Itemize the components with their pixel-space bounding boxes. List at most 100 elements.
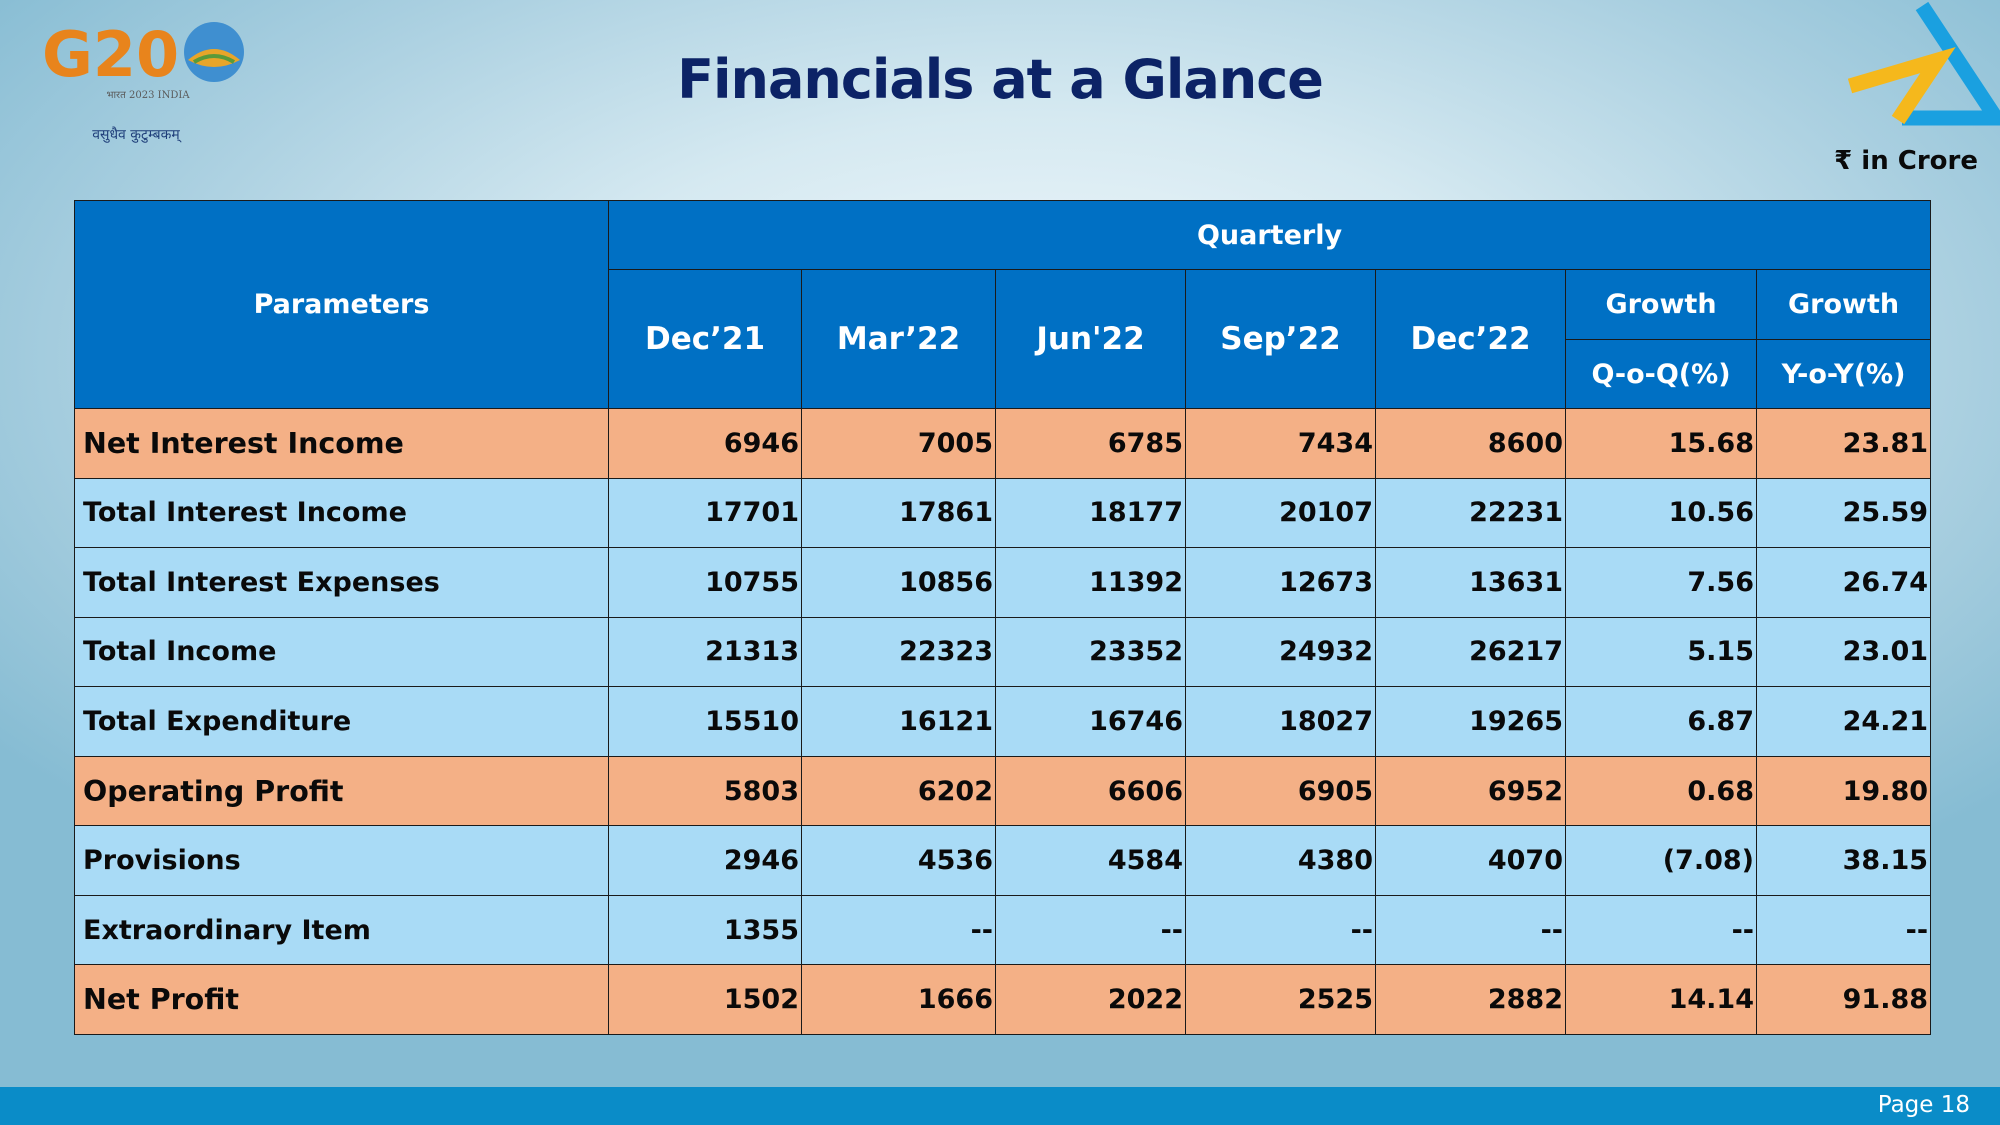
growth-yoy-header-top: Growth: [1755, 269, 1932, 340]
page-number: Page 18: [1877, 1092, 1970, 1118]
table-cell: 6202: [801, 755, 996, 827]
table-row: Operating Profit 5803 6202 6606 6905 6952 0.68…: [74, 755, 1932, 827]
table-cell: 6606: [995, 755, 1186, 827]
table-cell: 1666: [801, 964, 996, 1035]
row-label: Provisions: [74, 825, 609, 896]
period-header: Dec’22: [1375, 269, 1566, 409]
table-cell: 13631: [1375, 547, 1566, 618]
table-cell: 4380: [1185, 825, 1376, 896]
growth-qoq-header-top: Growth: [1565, 269, 1757, 340]
table-cell: 2525: [1185, 964, 1376, 1035]
table-cell: 1502: [608, 964, 802, 1035]
table-cell: 16121: [801, 686, 996, 757]
table-cell: 17701: [608, 477, 802, 549]
row-label: Total Expenditure: [74, 686, 609, 757]
quarterly-group-header: Quarterly: [607, 200, 1932, 270]
table-cell: 2882: [1375, 964, 1566, 1035]
table-cell: 8600: [1375, 408, 1566, 479]
table-cell: 7434: [1185, 408, 1376, 479]
row-label: Operating Profit: [74, 755, 609, 827]
bank-logo: [1810, 0, 2000, 145]
table-cell: 91.88: [1755, 964, 1932, 1035]
table-cell: 5803: [608, 755, 802, 827]
table-cell: 10755: [608, 547, 802, 618]
table-cell: 15510: [608, 686, 802, 757]
table-cell: 6946: [608, 408, 802, 479]
g20-motto-english: ONE EARTH • ONE FAMILY • ONE FUTURE: [56, 151, 228, 152]
table-cell: 12673: [1185, 547, 1376, 618]
g20-emblem-icon: G20 भारत 2023 INDIA वसुधैव कुटुम्बकम् ON…: [42, 18, 244, 152]
table-cell: 6905: [1185, 755, 1376, 827]
table-cell: 6952: [1375, 755, 1566, 827]
row-label: Total Interest Expenses: [74, 547, 609, 618]
table-cell: --: [1755, 894, 1932, 966]
table-cell: --: [801, 894, 996, 966]
table-row: Extraordinary Item 1355 -- -- -- -- -- --: [74, 894, 1932, 966]
footer-bar: Page 18: [0, 1087, 2000, 1125]
table-cell: 7005: [801, 408, 996, 479]
row-label: Total Interest Income: [74, 477, 609, 549]
table-cell: 10856: [801, 547, 996, 618]
table-cell: 2022: [995, 964, 1186, 1035]
table-cell: 5.15: [1565, 616, 1757, 688]
table-cell: 23.01: [1755, 616, 1932, 688]
table-cell: 14.14: [1565, 964, 1757, 1035]
table-cell: 16746: [995, 686, 1186, 757]
page-title: Financials at a Glance: [677, 48, 1324, 111]
table-row: Total Interest Income 17701 17861 18177 2010…: [74, 477, 1932, 549]
table-cell: 23352: [995, 616, 1186, 688]
table-cell: 1355: [608, 894, 802, 966]
table-cell: 25.59: [1755, 477, 1932, 549]
table-cell: --: [1185, 894, 1376, 966]
g20-wordmark-letter: G20: [42, 18, 179, 91]
table-cell: 23.81: [1755, 408, 1932, 479]
table-cell: 19.80: [1755, 755, 1932, 827]
table-cell: 11392: [995, 547, 1186, 618]
period-header: Mar’22: [801, 269, 996, 409]
table-cell: 24932: [1185, 616, 1376, 688]
table-row: Net Profit 1502 1666 2022 2525 2882 14.14 91.88: [74, 964, 1932, 1035]
table-cell: 2946: [608, 825, 802, 896]
bank-triangle-icon: [1847, 1, 2000, 126]
table-cell: --: [1375, 894, 1566, 966]
table-cell: 4070: [1375, 825, 1566, 896]
table-cell: 19265: [1375, 686, 1566, 757]
row-label: Net Profit: [74, 964, 609, 1035]
table-row: Net Interest Income 6946 7005 6785 7434 8600 1…: [74, 408, 1932, 479]
table-cell: --: [1565, 894, 1757, 966]
table-cell: 4536: [801, 825, 996, 896]
table-cell: 22231: [1375, 477, 1566, 549]
g20-motto-hindi: वसुधैव कुटुम्बकम्: [92, 126, 182, 143]
table-cell: 21313: [608, 616, 802, 688]
row-label: Extraordinary Item: [74, 894, 609, 966]
table-cell: 10.56: [1565, 477, 1757, 549]
growth-qoq-header-bottom: Q-o-Q(%): [1565, 339, 1757, 409]
period-header: Jun'22: [995, 269, 1186, 409]
table-cell: 26.74: [1755, 547, 1932, 618]
financials-table: Parameters Quarterly Dec’21 Mar’22 Jun'2…: [74, 200, 1932, 1035]
table-cell: 38.15: [1755, 825, 1932, 896]
table-cell: 15.68: [1565, 408, 1757, 479]
table-cell: 6785: [995, 408, 1186, 479]
unit-label: ₹ in Crore: [1834, 146, 1978, 176]
table-body: Net Interest Income 6946 7005 6785 7434 8600 1…: [74, 408, 1932, 1035]
period-header: Sep’22: [1185, 269, 1376, 409]
growth-yoy-header-bottom: Y-o-Y(%): [1755, 339, 1932, 409]
table-cell: 22323: [801, 616, 996, 688]
table-row: Provisions 2946 4536 4584 4380 4070 (7.08) 38.1…: [74, 825, 1932, 896]
table-cell: 24.21: [1755, 686, 1932, 757]
parameters-header: Parameters: [74, 200, 609, 409]
g20-sub-text: भारत 2023 INDIA: [106, 90, 190, 101]
table-cell: 26217: [1375, 616, 1566, 688]
table-cell: --: [995, 894, 1186, 966]
table-cell: 20107: [1185, 477, 1376, 549]
g20-logo: G20 भारत 2023 INDIA वसुधैव कुटुम्बकम् ON…: [18, 12, 278, 152]
table-cell: (7.08): [1565, 825, 1757, 896]
table-cell: 18177: [995, 477, 1186, 549]
table-cell: 6.87: [1565, 686, 1757, 757]
table-cell: 0.68: [1565, 755, 1757, 827]
table-row: Total Expenditure 15510 16121 16746 18027 192…: [74, 686, 1932, 757]
table-cell: 18027: [1185, 686, 1376, 757]
table-row: Total Income 21313 22323 23352 24932 26217 5.1…: [74, 616, 1932, 688]
